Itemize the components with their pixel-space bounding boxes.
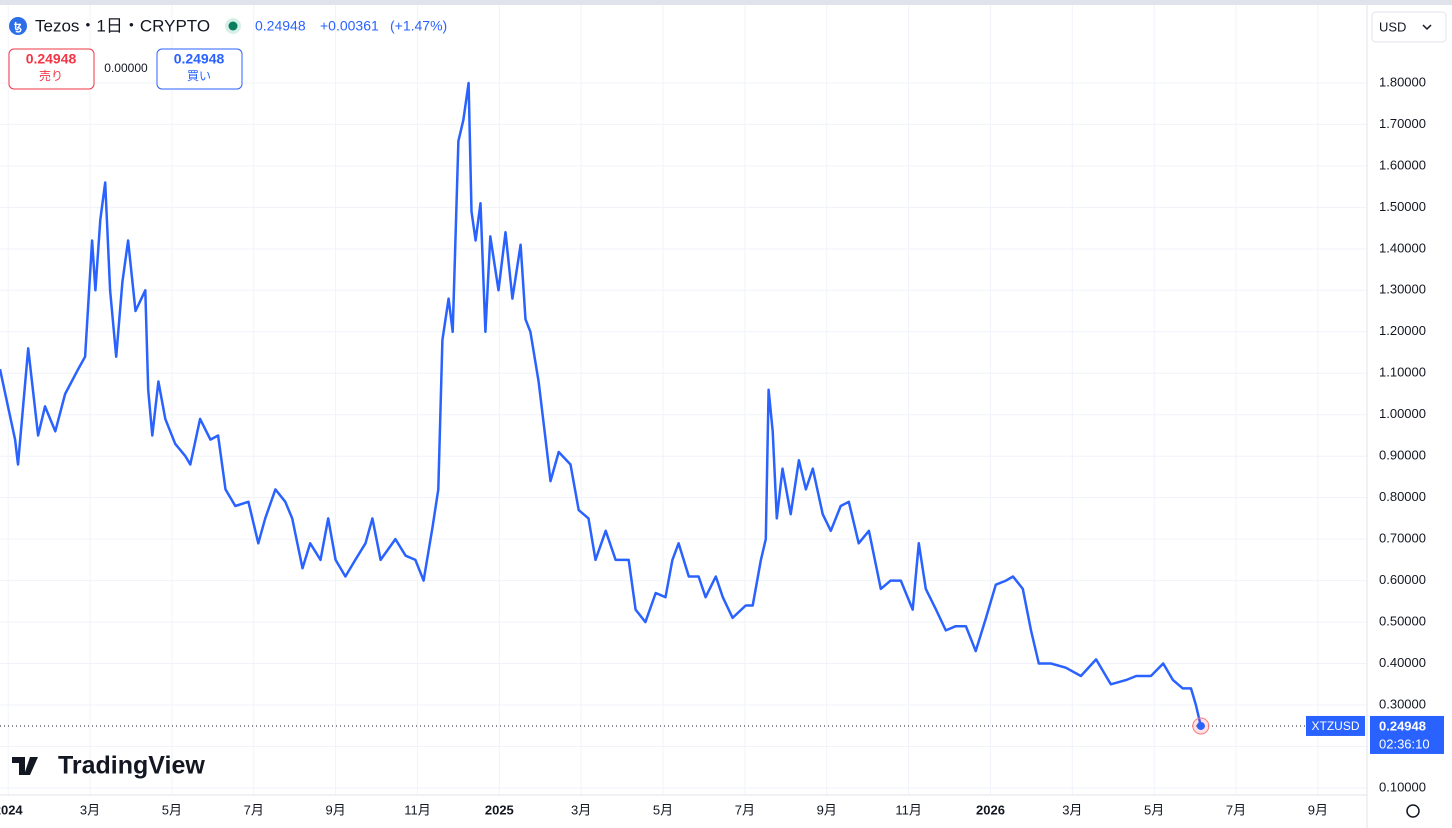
y-tick-label: 0.30000 [1379,696,1426,711]
y-tick-label: 0.40000 [1379,655,1426,670]
price-tag-value: 0.24948 [1379,718,1426,733]
x-tick-label: 5月 [653,802,673,817]
y-tick-label: 1.70000 [1379,116,1426,131]
x-tick-label: 3月 [80,802,100,817]
header-change-pct: (+1.47%) [390,18,447,34]
plot [0,81,1203,727]
x-tick-label: 3月 [1062,802,1082,817]
status-dot [228,21,238,31]
x-tick-label: 11月 [404,802,431,817]
x-tick-label: 2025 [485,802,514,817]
x-tick-label: 7月 [1226,802,1246,817]
y-tick-label: 1.10000 [1379,365,1426,380]
y-tick-label: 0.50000 [1379,614,1426,629]
last-price: XTZUSD 0.24948 02:36:10 [0,715,1444,754]
x-tick-label: 2026 [976,802,1005,817]
symbol-title[interactable]: Tezos・1日・CRYPTO [35,16,210,35]
grid [0,5,1367,795]
y-tick-label: 1.30000 [1379,282,1426,297]
x-tick-label: 3月 [571,802,591,817]
buy-price: 0.24948 [174,51,225,67]
symbol-tag-label: XTZUSD [1312,719,1360,733]
header-price: 0.24948 [255,18,306,34]
x-tick-label: 9月 [1308,802,1328,817]
spread: 0.00000 [104,61,148,75]
x-tick-label: 7月 [735,802,755,817]
sell-price: 0.24948 [26,51,77,67]
settings-icon[interactable] [1406,804,1420,818]
buy-button[interactable] [156,48,243,90]
y-axis: 0.100000.200000.300000.400000.500000.600… [1379,74,1426,794]
x-tick-label: 7月 [244,802,264,817]
y-tick-label: 0.90000 [1379,448,1426,463]
top-strip [0,0,1452,5]
currency-dropdown[interactable] [1371,11,1447,43]
last-point [1196,721,1205,730]
y-tick-label: 1.50000 [1379,199,1426,214]
price-line [0,81,1203,727]
x-axis: 2024 3月 5月 7月 9月 11月 2025 3月 5月 7月 9月 11月 2026 3月 5月 7月… [0,802,1328,817]
dropdown-caret [1422,24,1432,31]
price-tag [1370,715,1444,754]
sell-label: 売り [39,68,63,83]
y-tick-label: 1.40000 [1379,240,1426,255]
x-tick-label: 9月 [325,802,345,817]
symbol-tag [1306,715,1365,736]
x-tick-label: 5月 [1144,802,1164,817]
y-tick-label: 0.10000 [1379,779,1426,794]
logo-text: TradingView [58,752,205,780]
y-tick-label: 1.20000 [1379,323,1426,338]
logo-dot [30,757,36,763]
currency-label: USD [1379,19,1406,34]
header-change: +0.00361 [320,18,379,34]
buy-label: 買い [187,69,211,83]
x-tick-label: 5月 [162,802,182,817]
y-tick-label: 0.60000 [1379,572,1426,587]
coin-glyph: ꜩ [14,21,22,33]
x-tick-label: 11月 [895,802,922,817]
y-tick-label: 0.70000 [1379,531,1426,546]
y-tick-label: 1.00000 [1379,406,1426,421]
price-tag-countdown: 02:36:10 [1379,736,1430,751]
y-tick-label: 1.80000 [1379,74,1426,89]
y-tick-label: 0.80000 [1379,489,1426,504]
coin-icon [9,17,27,35]
x-tick-label: 9月 [817,802,837,817]
x-tick-label: 2024 [0,802,23,817]
y-tick-label: 1.60000 [1379,157,1426,172]
sell-button[interactable] [8,48,95,90]
